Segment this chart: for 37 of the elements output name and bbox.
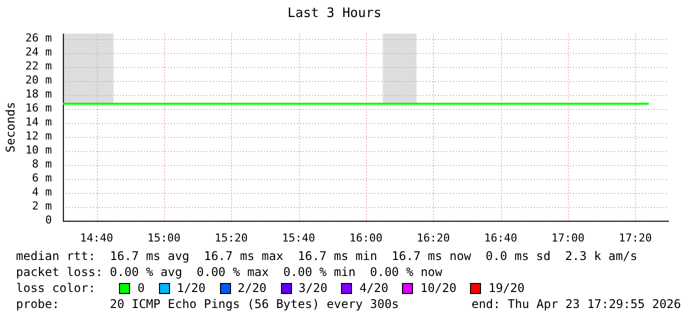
legend-label: 2/20 [238, 280, 267, 296]
y-tick-label: 22 m [25, 59, 52, 72]
y-tick-label: 24 m [25, 45, 52, 58]
x-tick-label: 15:20 [214, 231, 248, 244]
x-tick-label: 16:00 [349, 231, 383, 244]
legend-label: 1/20 [176, 280, 206, 296]
y-tick-label: 18 m [25, 87, 52, 100]
chart-title: Last 3 Hours [288, 6, 382, 22]
x-tick-label: 15:40 [282, 231, 316, 244]
x-tick-label: 14:40 [80, 231, 114, 244]
text: median rtt: 16.7 ms avg 16.7 ms max 16.7 ms min 16.7 ms now 0.0 ms sd 2.3 k am/s [15, 248, 638, 264]
x-tick-label: 17:00 [551, 231, 585, 244]
x-tick-label: 16:20 [416, 231, 450, 244]
legend-label: 3/20 [298, 280, 328, 296]
legend-label: 19/20 [488, 280, 525, 296]
legend-label: 0 [137, 280, 145, 296]
y-tick-label: 12 m [25, 130, 52, 143]
legend-label: 4/20 [359, 280, 388, 296]
x-tick-label: 17:20 [618, 231, 652, 244]
y-tick-label: 14 m [25, 116, 52, 128]
y-tick-label: 26 m [25, 31, 52, 44]
legend-title: loss color: [16, 280, 96, 296]
legend-label: 10/20 [420, 280, 456, 296]
y-axis-title: Seconds [3, 102, 18, 152]
y-tick-label: 20 m [25, 73, 52, 86]
y-tick-label: 2 m [32, 200, 52, 213]
y-tick-label: 10 m [25, 144, 52, 157]
x-tick-label: 15:00 [147, 231, 180, 244]
y-tick-label: 4 m [32, 186, 52, 199]
y-tick-label: 0 [45, 214, 52, 227]
text: probe: 20 ICMP Echo Pings (56 Bytes) every 300s [16, 296, 399, 312]
text: end: Thu Apr 23 17:29:55 2026 [471, 296, 681, 312]
y-tick-label: 8 m [32, 158, 52, 171]
y-tick-label: 6 m [32, 172, 52, 185]
y-tick-label: 16 m [25, 101, 52, 114]
text: packet loss: 0.00 % avg 0.00 % max 0.00 % min 0.00 % now [15, 264, 444, 280]
x-tick-label: 16:40 [484, 231, 518, 244]
